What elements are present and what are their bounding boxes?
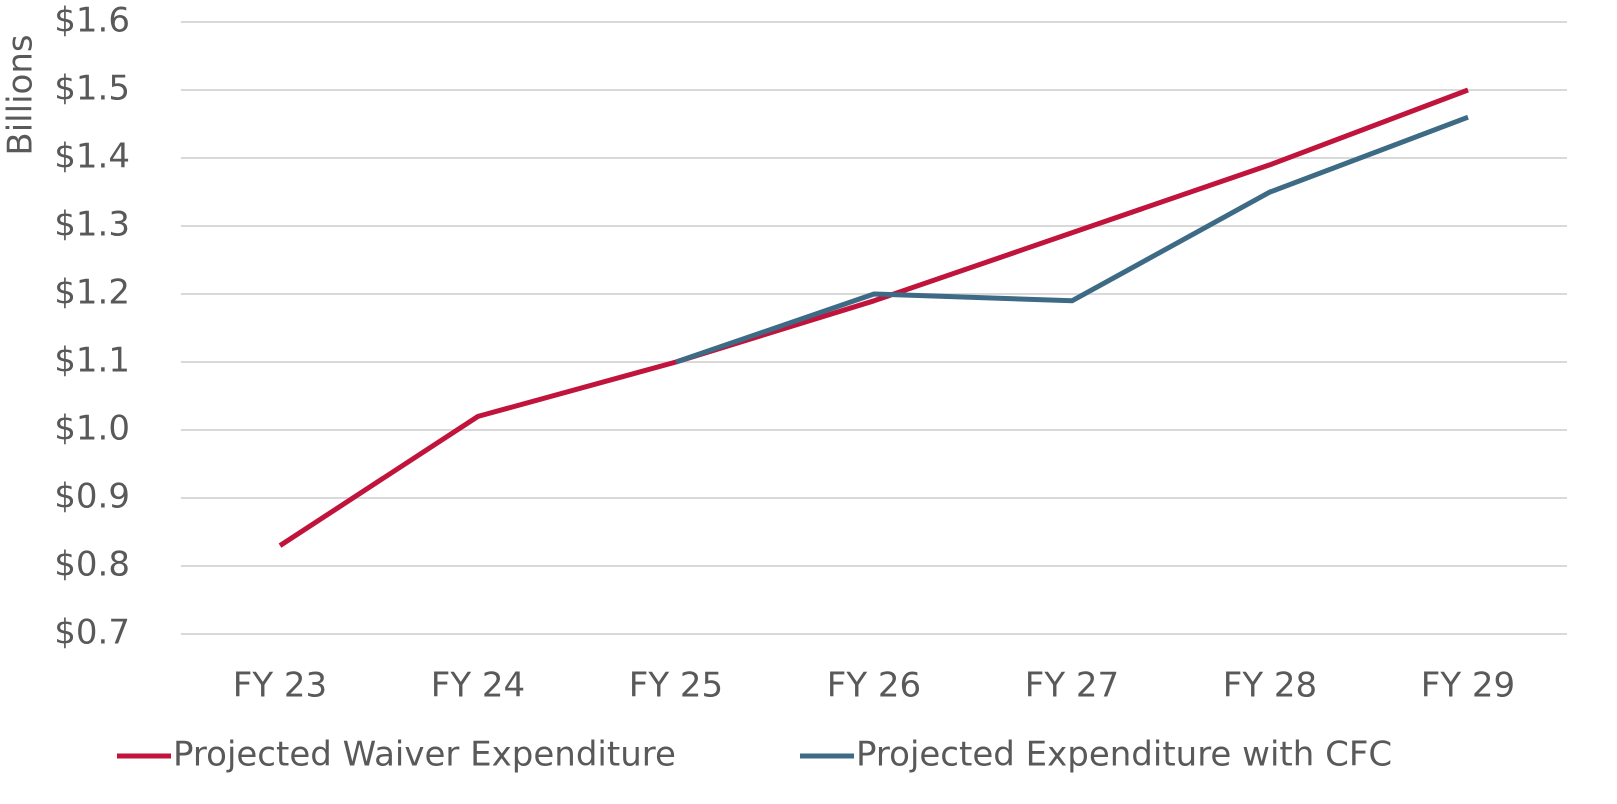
x-tick-label: FY 29: [1421, 666, 1515, 706]
y-tick-label: $1.0: [54, 409, 130, 449]
y-tick-label: $1.5: [54, 69, 130, 109]
y-tick-label: $1.6: [54, 1, 130, 41]
y-tick-label: $1.2: [54, 273, 130, 313]
y-tick-label: $0.7: [54, 613, 130, 653]
y-tick-label: $0.8: [54, 545, 130, 585]
legend-label: Projected Waiver Expenditure: [173, 735, 676, 775]
y-tick-label: $0.9: [54, 477, 130, 517]
x-tick-label: FY 26: [827, 666, 921, 706]
y-tick-label: $1.4: [54, 137, 130, 177]
y-axis-label: Billions: [1, 34, 41, 155]
x-tick-label: FY 27: [1025, 666, 1119, 706]
x-tick-label: FY 28: [1223, 666, 1317, 706]
legend-label: Projected Expenditure with CFC: [856, 735, 1392, 775]
y-tick-label: $1.1: [54, 341, 130, 381]
series-line: [675, 114, 1469, 365]
x-tick-label: FY 24: [431, 666, 525, 706]
x-tick-label: FY 23: [233, 666, 327, 706]
series-line: [278, 87, 1469, 548]
y-tick-label: $1.3: [54, 205, 130, 245]
x-tick-label: FY 25: [629, 666, 723, 706]
